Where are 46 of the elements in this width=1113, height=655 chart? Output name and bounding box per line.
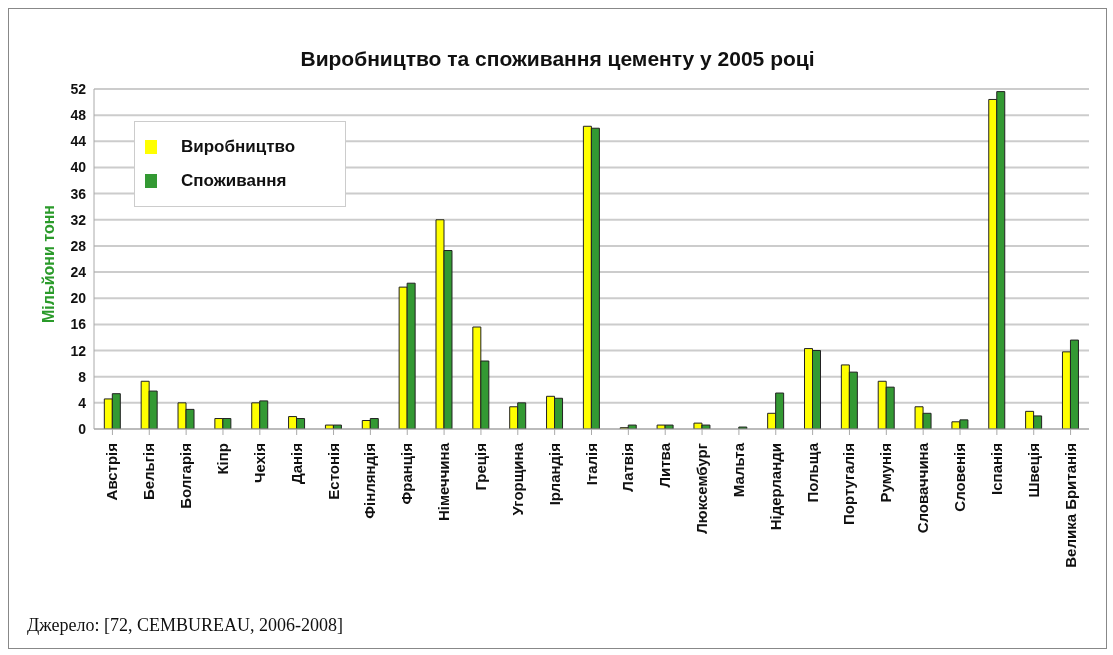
x-tick-label: Австрія	[103, 443, 121, 501]
x-tick-label: Словаччина	[914, 442, 932, 534]
y-tick-label: 40	[70, 159, 87, 176]
text: Джерело: [72, CEMBUREAU, 2006-2008]	[27, 615, 343, 636]
y-tick-label: 28	[70, 237, 87, 254]
x-tick-label: Франція	[398, 443, 416, 505]
x-tick-label: Данія	[287, 443, 305, 485]
x-tick-label: Португалія	[840, 443, 858, 526]
x-tick-label: Нідерланди	[766, 443, 784, 531]
y-tick-label: 8	[78, 368, 87, 385]
y-tick-label: 20	[70, 290, 87, 307]
x-tick-label: Люксембург	[693, 443, 711, 534]
y-tick-label: 16	[70, 316, 87, 333]
x-tick-label: Мальта	[729, 442, 747, 498]
legend-label: Виробництво	[181, 136, 296, 158]
x-tick-label: Чехія	[250, 443, 268, 483]
y-tick-label: 12	[70, 342, 87, 359]
y-tick-label: 4	[78, 394, 87, 411]
x-tick-label: Іспанія	[987, 443, 1005, 495]
x-tick-label: Велика Британія	[1061, 443, 1079, 568]
x-tick-label: Литва	[656, 442, 674, 488]
x-tick-label: Греція	[471, 443, 489, 491]
y-tick-label: 36	[70, 185, 87, 202]
x-tick-label: Болгарія	[177, 443, 195, 509]
x-tick-label: Словенія	[951, 443, 969, 512]
y-tick-label: 32	[70, 211, 87, 228]
y-tick-label: 44	[70, 133, 87, 150]
x-tick-label: Німеччина	[435, 442, 453, 522]
y-tick-label: 0	[78, 420, 87, 437]
chart-title: Виробництво та споживання цементу у 2005 році	[299, 47, 816, 71]
y-tick-label: 52	[70, 80, 87, 97]
y-axis-title: Мільйони тонн	[40, 204, 58, 324]
x-tick-label: Італія	[582, 443, 600, 486]
x-tick-label: Румунія	[877, 443, 895, 503]
x-tick-label: Бельгія	[140, 443, 158, 501]
y-tick-label: 24	[70, 264, 87, 281]
x-tick-label: Кіпр	[213, 443, 231, 475]
x-tick-label: Латвія	[619, 443, 637, 492]
x-tick-label: Фінляндія	[361, 443, 379, 519]
x-tick-label: Польща	[803, 442, 821, 503]
x-tick-label: Ірландія	[545, 443, 563, 506]
x-tick-label: Швеція	[1024, 443, 1042, 498]
y-tick-label: 48	[70, 107, 87, 124]
legend-label: Споживання	[181, 170, 287, 192]
x-tick-label: Естонія	[324, 443, 342, 500]
x-tick-label: Угорщина	[508, 442, 526, 516]
